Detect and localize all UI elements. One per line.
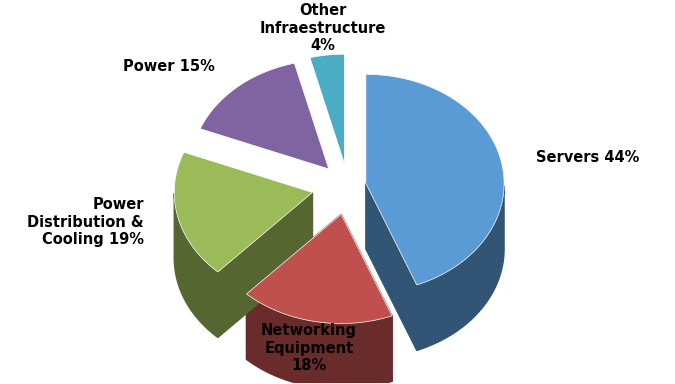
Text: Servers 44%: Servers 44% bbox=[535, 151, 639, 166]
Polygon shape bbox=[246, 294, 392, 384]
Text: Networking
Equipment
18%: Networking Equipment 18% bbox=[261, 323, 357, 373]
Polygon shape bbox=[246, 214, 341, 359]
Polygon shape bbox=[416, 186, 504, 351]
Text: Power
Distribution &
Cooling 19%: Power Distribution & Cooling 19% bbox=[27, 197, 144, 247]
Polygon shape bbox=[341, 214, 392, 381]
Polygon shape bbox=[366, 74, 504, 285]
Polygon shape bbox=[200, 63, 329, 169]
Text: Power 15%: Power 15% bbox=[123, 59, 215, 74]
Polygon shape bbox=[218, 192, 313, 338]
Polygon shape bbox=[246, 214, 392, 323]
Polygon shape bbox=[174, 194, 218, 338]
Text: Other
Infraestructure
4%: Other Infraestructure 4% bbox=[259, 3, 386, 53]
Polygon shape bbox=[366, 184, 416, 351]
Polygon shape bbox=[174, 152, 313, 272]
Polygon shape bbox=[310, 54, 344, 163]
